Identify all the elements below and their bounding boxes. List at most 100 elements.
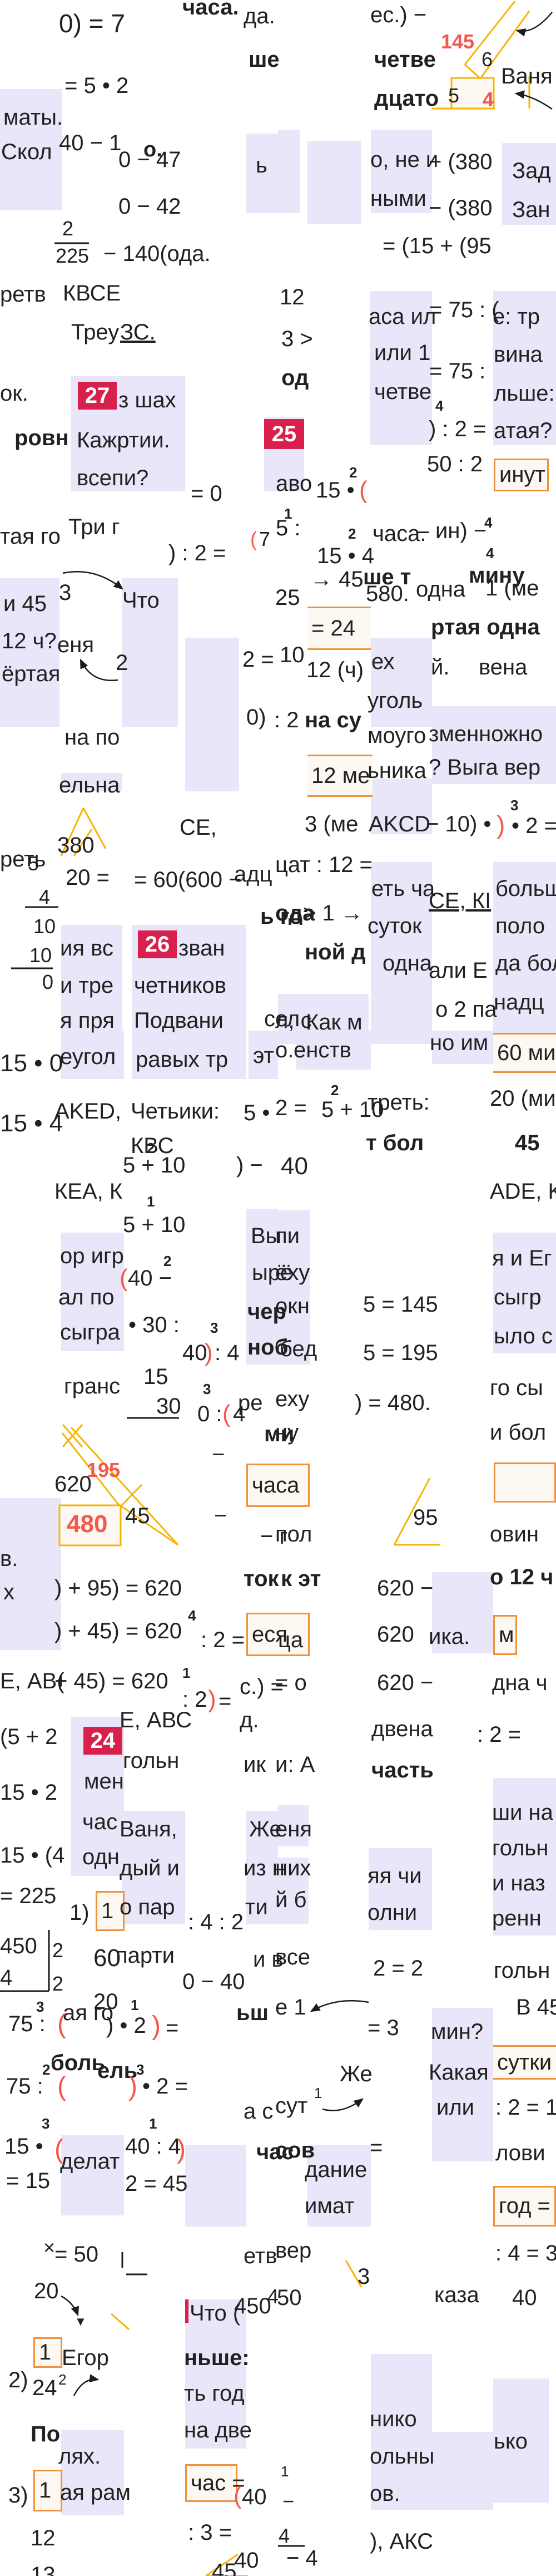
text-fragment: атая?	[494, 418, 553, 443]
text-fragment: али Е	[429, 958, 488, 983]
text-fragment: − (380	[429, 150, 493, 174]
text-fragment: 2	[52, 1972, 64, 1995]
text-fragment: адц	[234, 862, 272, 886]
text-fragment: =	[166, 2016, 179, 2040]
text-fragment: 3	[42, 2115, 50, 2132]
highlight-box	[432, 1572, 493, 1653]
text-fragment: 45	[125, 1504, 150, 1528]
text-fragment: )	[205, 1339, 213, 1366]
text-fragment: 50	[277, 2286, 302, 2310]
highlight-box	[185, 2145, 246, 2227]
text-fragment: часа.	[373, 521, 426, 546]
text-fragment: ×	[43, 2236, 56, 2259]
text-fragment: )	[152, 2011, 161, 2041]
highlight-box	[278, 1210, 310, 1302]
text-fragment: = о	[275, 1671, 307, 1695]
text-fragment: 15 • 4	[0, 1110, 63, 1137]
text-fragment: четве	[374, 380, 432, 404]
text-fragment: ) : 2 =	[168, 541, 226, 565]
text-fragment: ADE, K	[490, 1179, 556, 1204]
text-fragment: : 2 =	[201, 1628, 245, 1652]
text-fragment: гольн	[494, 1958, 550, 1983]
curved-arrow-icon	[61, 2295, 79, 2317]
text-fragment: или	[436, 2095, 475, 2120]
text-fragment: − (380	[429, 196, 493, 220]
text-fragment: 5 + 10	[321, 1097, 384, 1122]
text-fragment: = 15	[6, 2169, 50, 2193]
text-fragment: 0 − 47	[118, 147, 181, 172]
text-fragment: 25	[275, 585, 300, 610]
text-fragment: лови	[495, 2141, 545, 2165]
text-fragment: Скол	[1, 140, 52, 164]
text-fragment: ре	[238, 1391, 263, 1415]
text-fragment: −	[214, 1504, 227, 1528]
text-fragment: и наз	[492, 1871, 545, 1895]
text-fragment: 0 :	[197, 1402, 222, 1426]
text-fragment: 1	[131, 1997, 139, 2013]
text-fragment: 2	[58, 2371, 67, 2388]
text-fragment: : 4 = 3	[495, 2241, 556, 2265]
text-fragment: 4	[486, 545, 494, 562]
text-fragment: или 1	[374, 341, 431, 365]
text-fragment: 4	[279, 2524, 290, 2547]
text-fragment: час	[256, 2140, 294, 2164]
highlight-box	[493, 1288, 556, 1353]
text-fragment: 75 :	[6, 2074, 43, 2099]
text-fragment: 0 − 42	[118, 194, 181, 219]
text-fragment: 620	[54, 1472, 92, 1496]
answer-box: 60 ми	[493, 1033, 556, 1073]
text-fragment: ок.	[0, 381, 28, 406]
text-fragment: Подвани	[134, 1008, 224, 1033]
text-fragment: 4	[484, 514, 493, 531]
text-fragment: 2	[349, 464, 358, 481]
text-fragment: По	[31, 2422, 61, 2446]
text-fragment: −	[212, 1442, 225, 1467]
text-fragment: лях.	[58, 2444, 101, 2469]
text-fragment: 2 = 45	[125, 2171, 188, 2196]
text-fragment: Е, АВС	[120, 1708, 192, 1732]
text-fragment: я и Ег	[492, 1246, 552, 1270]
text-fragment: 15 • 4	[317, 544, 374, 568]
text-fragment: сыгр	[494, 1285, 542, 1309]
text-fragment: сыгра	[60, 1320, 120, 1344]
text-fragment: 3	[59, 580, 72, 605]
text-fragment: 5 = 195	[363, 1341, 438, 1365]
text-fragment: КВСЕ	[63, 281, 121, 306]
text-fragment: 5 :	[276, 516, 301, 540]
text-fragment: еня	[57, 633, 94, 657]
text-fragment: з шах	[118, 388, 176, 412]
highlight-box	[307, 141, 361, 224]
text-fragment: делат	[60, 2149, 120, 2174]
highlight-box	[493, 291, 556, 445]
text-fragment: о 12 ч	[490, 1565, 554, 1589]
text-fragment: > 1 →	[303, 901, 363, 925]
text-fragment: л, с	[275, 1008, 312, 1033]
text-fragment: вер	[275, 2238, 312, 2263]
text-fragment: ровн	[14, 426, 69, 450]
text-fragment: сут	[275, 2094, 308, 2118]
text-fragment: = 50	[54, 2242, 98, 2267]
text-fragment: дна ч	[492, 1671, 548, 1695]
text-fragment: 20	[93, 1989, 118, 2014]
triangle-diagram-line	[120, 1484, 143, 1507]
text-fragment: гранс	[64, 1374, 121, 1398]
text-fragment: ько	[494, 2429, 528, 2454]
text-fragment: 6	[481, 48, 493, 71]
curved-arrow-icon	[514, 90, 553, 110]
text-fragment: о.	[143, 138, 162, 161]
text-fragment: 620 −	[377, 1671, 434, 1695]
highlight-box	[0, 578, 59, 727]
text-fragment: 3	[210, 1319, 219, 1336]
text-fragment: : 3 =	[188, 2520, 232, 2545]
text-fragment: од	[281, 366, 309, 390]
text-fragment: Что	[122, 588, 160, 613]
text-fragment: 5	[448, 84, 460, 107]
text-fragment: Ваня,	[120, 1817, 177, 1841]
text-fragment: ода	[275, 901, 315, 925]
text-fragment: ) + 95) = 620	[54, 1576, 182, 1600]
text-fragment: 40 −	[128, 1266, 172, 1291]
text-fragment: 10	[33, 915, 56, 938]
text-fragment: − г	[260, 1524, 288, 1549]
highlight-box	[369, 1848, 432, 1930]
text-fragment: 0	[42, 971, 54, 993]
